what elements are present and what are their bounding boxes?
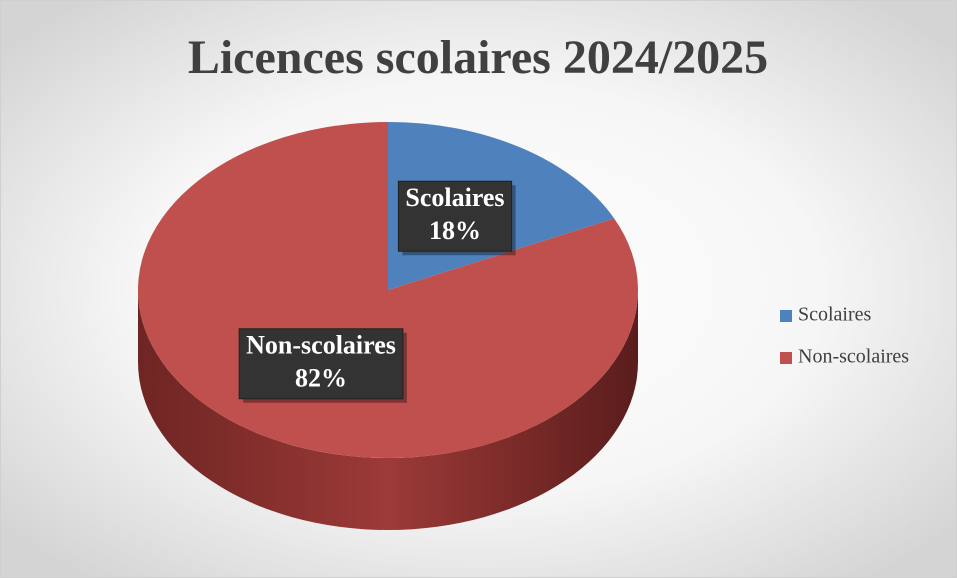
label-box [397,180,513,252]
label-value: 18% [429,216,481,245]
legend-label: Scolaires [798,304,872,326]
data-labels: Scolaires 18% Non-scolaires 82% [238,180,516,403]
data-label: Scolaires 18% [397,180,516,256]
slice-side [138,290,638,530]
label-box [238,328,404,400]
label-category: Scolaires [405,183,504,212]
legend: Scolaires Non-scolaires [780,304,909,368]
pie [138,122,638,530]
label-category: Non-scolaires [246,331,396,360]
legend-swatch [780,352,792,364]
legend-swatch [780,310,792,322]
data-label: Non-scolaires 82% [238,328,407,403]
legend-label: Non-scolaires [798,346,909,368]
label-value: 82% [295,364,347,393]
chart-title: Licences scolaires 2024/2025 [188,31,768,84]
